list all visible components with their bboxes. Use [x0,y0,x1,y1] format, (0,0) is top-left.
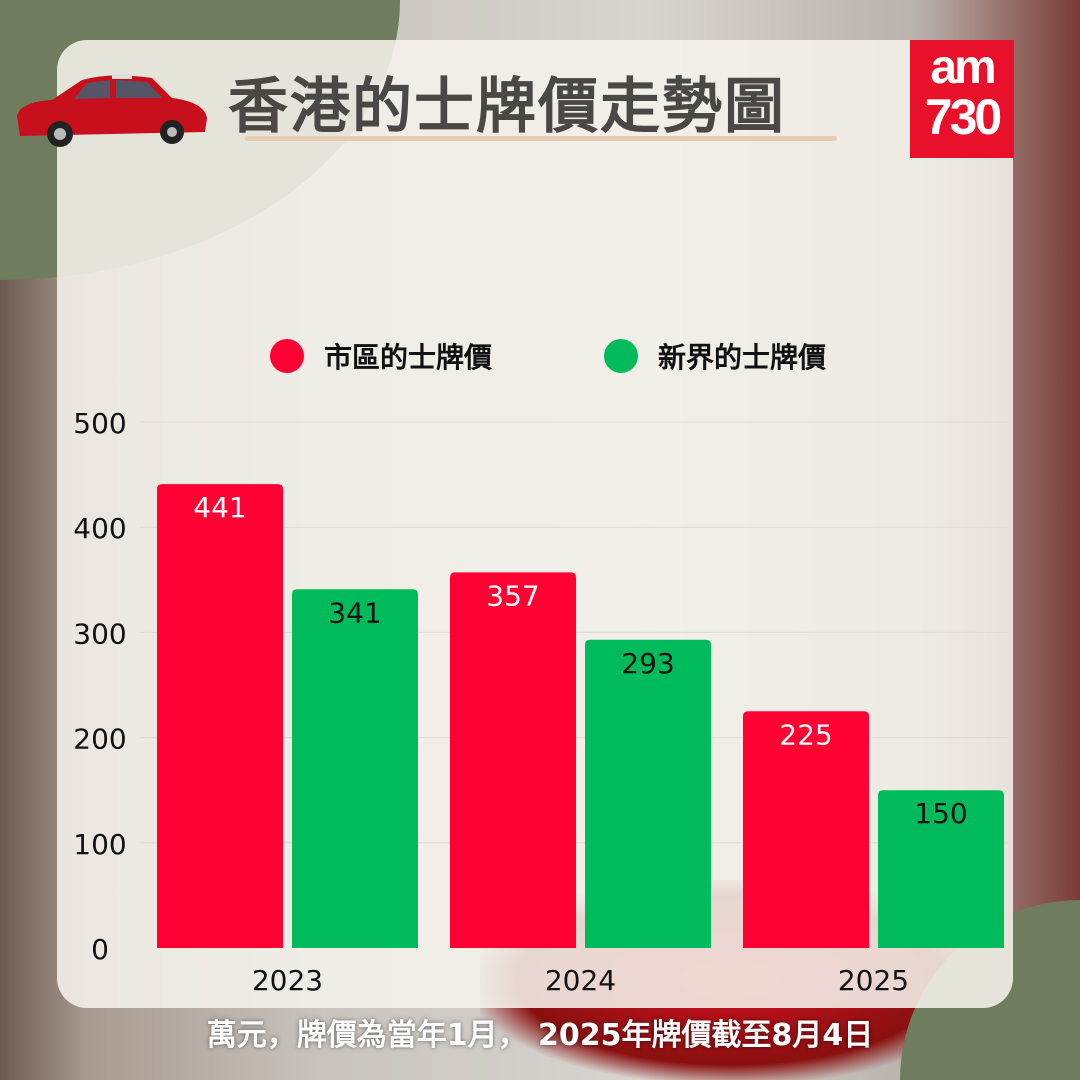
am730-logo: am 730 [910,40,1014,158]
y-tick-label: 300 [73,617,126,650]
y-tick-label: 500 [73,407,126,440]
legend-swatch [270,339,304,373]
bar [450,572,576,948]
legend-label: 新界的士牌價 [658,341,827,374]
logo-text-top: am [930,41,996,94]
legend-item-nt: 新界的士牌價 [604,336,826,376]
data-label: 441 [193,491,246,524]
bar [292,589,418,948]
title-underline [245,136,837,141]
y-tick-label: 200 [73,723,126,756]
legend-swatch [604,339,638,373]
bar [743,711,869,948]
legend-item-urban: 市區的士牌價 [270,336,492,376]
bar [878,790,1004,948]
y-tick-label: 400 [73,512,126,545]
legend-label: 市區的士牌價 [324,341,493,374]
y-tick-label: 100 [73,828,126,861]
footnote: 萬元，牌價為當年1月， 2025年牌價截至8月4日 [206,1018,874,1053]
data-label: 293 [621,647,674,680]
data-label: 225 [779,718,832,751]
data-label: 357 [486,579,539,612]
logo-text-bottom: 730 [924,89,1002,145]
page-title: 香港的士牌價走勢圖 [228,72,786,142]
data-label: 341 [328,596,381,629]
taxi-icon [17,74,207,147]
data-label: 150 [914,797,967,830]
x-tick-label: 2023 [252,964,323,997]
bar [585,639,711,948]
bar-chart: 0 100 200 300 400 500 441 341 2023 357 293 2024 225 1… [73,407,1008,997]
y-tick-label: 0 [91,933,109,966]
bar [157,484,283,948]
x-tick-label: 2025 [838,964,909,997]
x-tick-label: 2024 [545,964,616,997]
